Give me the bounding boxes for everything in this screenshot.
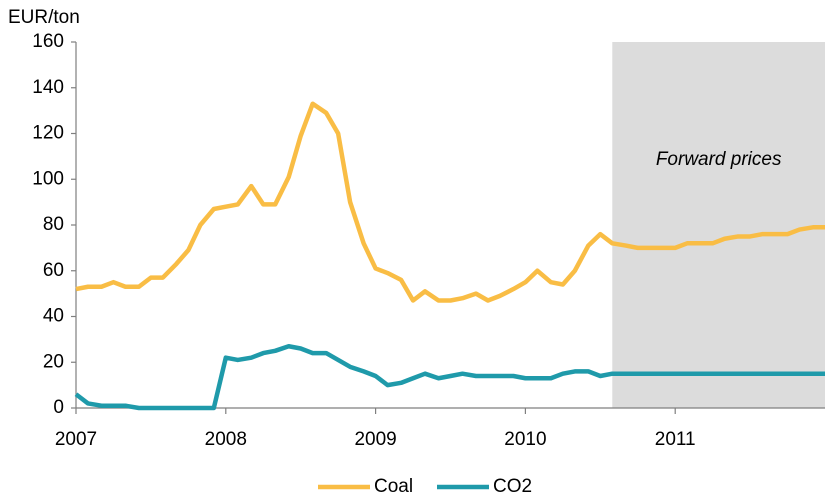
y-tick-label: 140 [32, 77, 64, 98]
legend-label: CO2 [493, 476, 532, 497]
y-tick-label: 160 [32, 31, 64, 52]
shaded-region [612, 42, 825, 408]
legend-label: Coal [374, 476, 413, 497]
y-tick-label: 40 [43, 306, 64, 327]
x-tick-label: 2007 [55, 429, 97, 450]
x-tick-label: 2011 [655, 429, 696, 450]
line-series [74, 343, 825, 411]
y-tick-label: 0 [53, 397, 64, 418]
y-tick-label: 100 [32, 168, 64, 189]
x-tick-label: 2010 [504, 429, 546, 450]
shaded-region-label: Forward prices [656, 149, 782, 170]
x-tick-label: 2008 [205, 429, 247, 450]
line-series [75, 101, 825, 303]
y-tick-label: 20 [43, 351, 64, 372]
x-tick-label: 2009 [354, 429, 396, 450]
y-axis-label: EUR/ton [8, 7, 80, 28]
y-tick-label: 120 [32, 123, 64, 144]
y-tick-label: 80 [43, 214, 64, 235]
y-tick-label: 60 [43, 260, 64, 281]
